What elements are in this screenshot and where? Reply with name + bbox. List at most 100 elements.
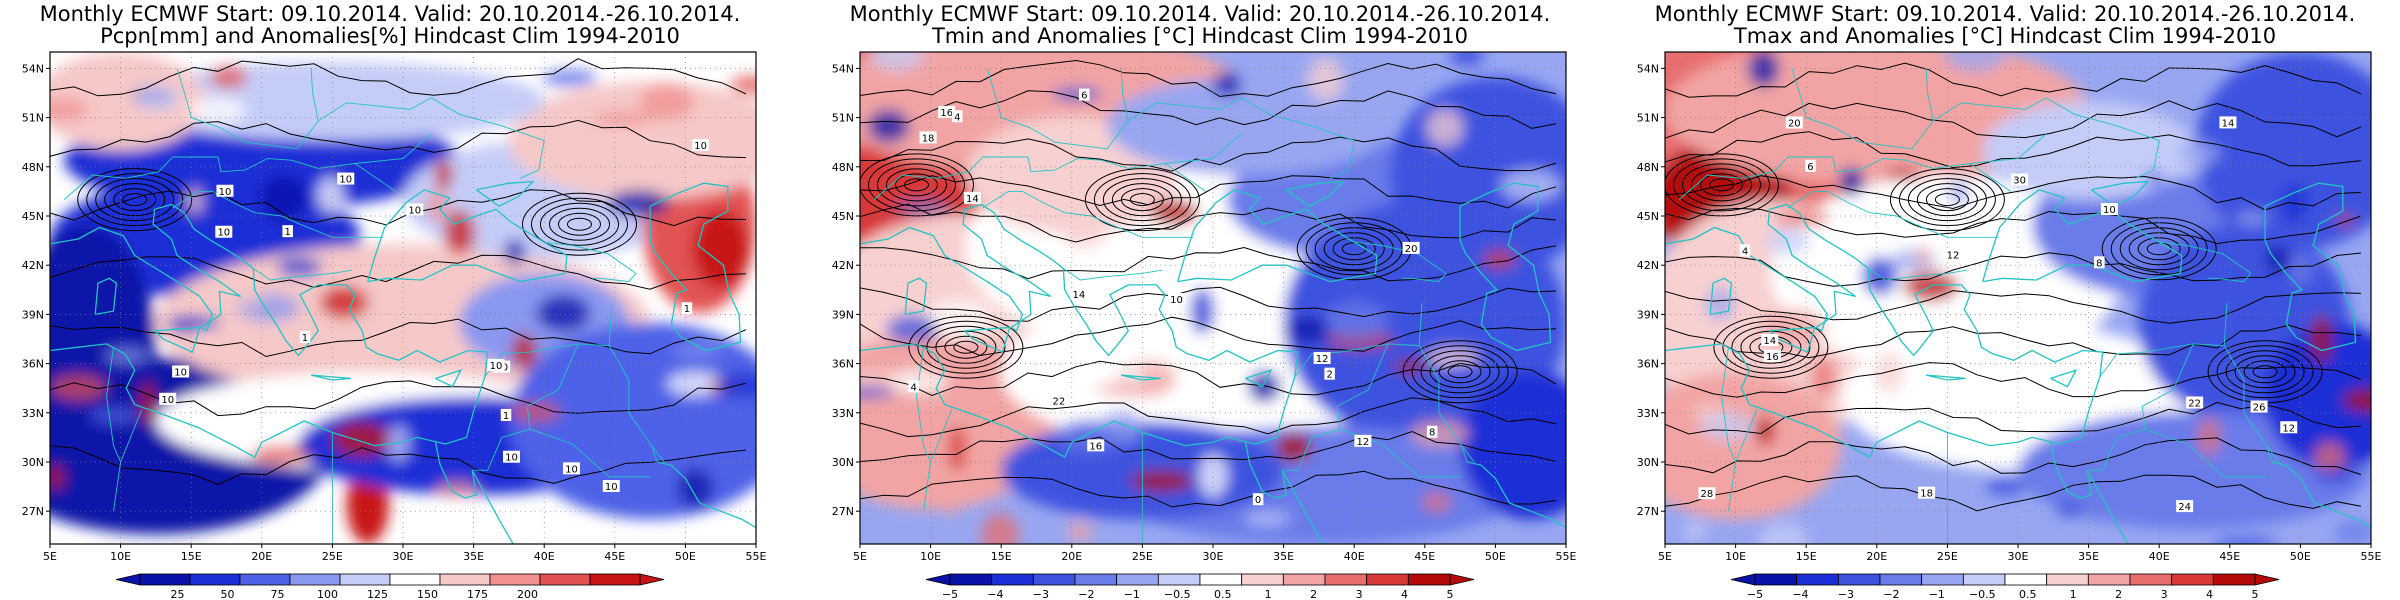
- colorbar-swatch: [1157, 573, 1201, 586]
- contour-label: 14: [1763, 336, 1776, 347]
- anomaly-speckle: [2310, 315, 2333, 363]
- lon-label: 30E: [2008, 550, 2029, 563]
- border: [651, 445, 665, 463]
- border: [176, 68, 319, 150]
- anomaly-speckle: [1943, 52, 2007, 72]
- colorbar-swatch: [2004, 573, 2048, 586]
- colorbar-label: 1: [1265, 588, 1272, 600]
- anomaly-speckle: [209, 66, 248, 89]
- lat-label: 30N: [22, 456, 44, 469]
- anomaly-blob: [508, 81, 756, 200]
- contour-ring: [1084, 168, 1200, 232]
- lon-label: 30E: [1203, 550, 1224, 563]
- anomaly-speckle: [715, 372, 756, 399]
- contour-ring: [558, 212, 601, 236]
- colorbar-label: 3: [1356, 588, 1363, 600]
- anomaly-speckle: [2236, 211, 2268, 226]
- contour-labels: 4 6 8 10 12 14 16 18 20 22 24 26 28 30 12 14: [1698, 116, 2298, 513]
- panel-title-line2: Tmin and Anomalies [°C] Hindcast Clim 19…: [931, 24, 1469, 48]
- graticule: [860, 52, 1566, 544]
- anomaly-speckle: [50, 465, 65, 490]
- contour-label-bg: [1168, 293, 1186, 306]
- contour-line: [860, 470, 1557, 508]
- lat-label: 51N: [832, 112, 854, 125]
- lon-label: 50E: [2290, 550, 2311, 563]
- anomaly-speckle: [165, 315, 222, 330]
- anomaly-speckle: [331, 421, 391, 457]
- contour-label: 1: [302, 333, 308, 344]
- anomaly-speckle: [1307, 56, 1344, 102]
- lon-label: 30E: [393, 550, 414, 563]
- contour-label-bg: [1050, 394, 1068, 407]
- contour-ring: [522, 192, 637, 256]
- anomaly-speckle: [860, 386, 895, 399]
- lat-label: 39N: [1637, 308, 1659, 321]
- anomaly-speckle: [1810, 356, 1837, 398]
- contour-label: 20: [1788, 118, 1801, 129]
- contour-label: 12: [2282, 423, 2295, 434]
- contour-label-bg: [2094, 256, 2105, 269]
- anomaly-blob: [50, 224, 156, 471]
- colorbar-label: −5: [1747, 588, 1763, 600]
- contour-line: [1665, 207, 2362, 245]
- contour-label-bg: [299, 330, 311, 343]
- contour-label: 0: [1255, 495, 1261, 506]
- anomaly-speckle: [1839, 167, 1865, 197]
- anomaly-speckle: [250, 445, 311, 464]
- border: [1721, 347, 1737, 512]
- contour-ring: [1672, 158, 1770, 212]
- border: [1128, 97, 1355, 179]
- contour-ring: [77, 168, 193, 232]
- colorbar-swatch: [991, 573, 1034, 586]
- lon-label: 15E: [1796, 550, 1817, 563]
- contour-label: 26: [2253, 403, 2266, 414]
- colorbar-label: 100: [317, 588, 338, 600]
- anomaly-speckle: [1426, 108, 1464, 147]
- border: [1354, 241, 1447, 283]
- contour-label-bg: [216, 184, 234, 197]
- contour-label-bg: [2250, 400, 2268, 413]
- colorbar-label: −5: [942, 588, 958, 600]
- anomaly-speckle: [947, 426, 968, 472]
- contour-line: [50, 318, 747, 358]
- colorbar-swatch: [2212, 573, 2256, 586]
- colorbar-label: −1: [1124, 588, 1140, 600]
- contour-label: 6: [1807, 162, 1813, 173]
- coastline: [50, 203, 489, 458]
- contour-ring: [95, 178, 175, 222]
- contour-label-bg: [1918, 486, 1936, 499]
- colorbar-label: −0.5: [1969, 588, 1996, 600]
- border: [1294, 302, 1423, 377]
- border: [172, 190, 384, 238]
- border: [544, 241, 637, 283]
- contour-ring: [917, 320, 1015, 374]
- anomaly-speckle: [592, 111, 656, 126]
- lat-label: 33N: [22, 407, 44, 420]
- contour-label-bg: [1805, 159, 1816, 172]
- precip-map: 10101010101010101010111110105E10E15E20E2…: [22, 51, 767, 600]
- border: [354, 133, 432, 164]
- contour-label: 6: [1081, 91, 1087, 102]
- anomaly-speckle: [2313, 441, 2346, 472]
- colorbar: −5 −4 −3 −2 −1 −0.5 0.5 1 2 3 4 5: [1730, 573, 2280, 600]
- contour-ring: [1447, 365, 1473, 379]
- lon-label: 55E: [1556, 550, 1577, 563]
- border: [916, 347, 932, 512]
- anomaly-speckle: [434, 159, 453, 190]
- lon-label: 25E: [322, 550, 343, 563]
- lat-label: 39N: [832, 308, 854, 321]
- contour-ring: [1713, 315, 1829, 379]
- contour-ring: [1907, 178, 1987, 222]
- anomaly-speckle: [1285, 316, 1333, 344]
- contour-label: 2: [1326, 370, 1332, 381]
- anomaly-speckle: [2177, 141, 2221, 166]
- lon-label: 45E: [2219, 550, 2240, 563]
- contour-label: 16: [1766, 352, 1779, 363]
- contour-ring: [1111, 183, 1173, 217]
- anomaly-speckle: [639, 82, 695, 120]
- lat-label: 33N: [1637, 407, 1659, 420]
- border: [1868, 268, 1968, 281]
- contour-label-bg: [1402, 241, 1420, 254]
- panel-title-line1: Monthly ECMWF Start: 09.10.2014. Valid: …: [39, 2, 741, 26]
